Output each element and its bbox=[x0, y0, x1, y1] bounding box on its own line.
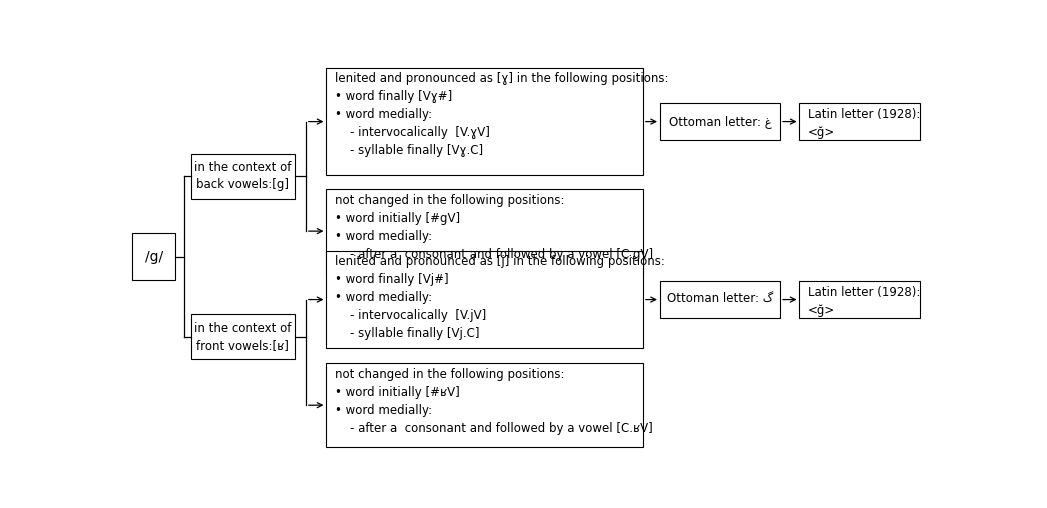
Text: not changed in the following positions:
• word initially [#gV]
• word medially:
: not changed in the following positions: … bbox=[335, 194, 652, 261]
Bar bbox=[660, 103, 780, 140]
Bar bbox=[327, 363, 643, 447]
Text: in the context of
front vowels:[ʁ]: in the context of front vowels:[ʁ] bbox=[194, 322, 291, 352]
Text: /g/: /g/ bbox=[144, 249, 162, 264]
Bar bbox=[191, 314, 295, 359]
Bar bbox=[327, 250, 643, 348]
Text: in the context of
back vowels:[g]: in the context of back vowels:[g] bbox=[194, 162, 291, 192]
Text: lenited and pronounced as [ɣ] in the following positions:
• word finally [Vɣ#]
•: lenited and pronounced as [ɣ] in the fol… bbox=[335, 73, 668, 157]
Bar bbox=[133, 233, 175, 280]
Text: Ottoman letter: غ: Ottoman letter: غ bbox=[669, 115, 772, 128]
Text: Ottoman letter: گ: Ottoman letter: گ bbox=[667, 293, 773, 306]
Bar bbox=[327, 68, 643, 175]
Bar bbox=[191, 154, 295, 199]
Bar bbox=[800, 103, 919, 140]
Text: Latin letter (1928):
<ğ>: Latin letter (1928): <ğ> bbox=[807, 108, 920, 139]
Text: Latin letter (1928):
<ğ>: Latin letter (1928): <ğ> bbox=[807, 285, 920, 316]
Bar bbox=[327, 189, 643, 273]
Text: not changed in the following positions:
• word initially [#ʁV]
• word medially:
: not changed in the following positions: … bbox=[335, 368, 652, 435]
Bar bbox=[800, 281, 919, 318]
Text: lenited and pronounced as [j] in the following positions:
• word finally [Vj#]
•: lenited and pronounced as [j] in the fol… bbox=[335, 256, 665, 340]
Bar bbox=[660, 281, 780, 318]
